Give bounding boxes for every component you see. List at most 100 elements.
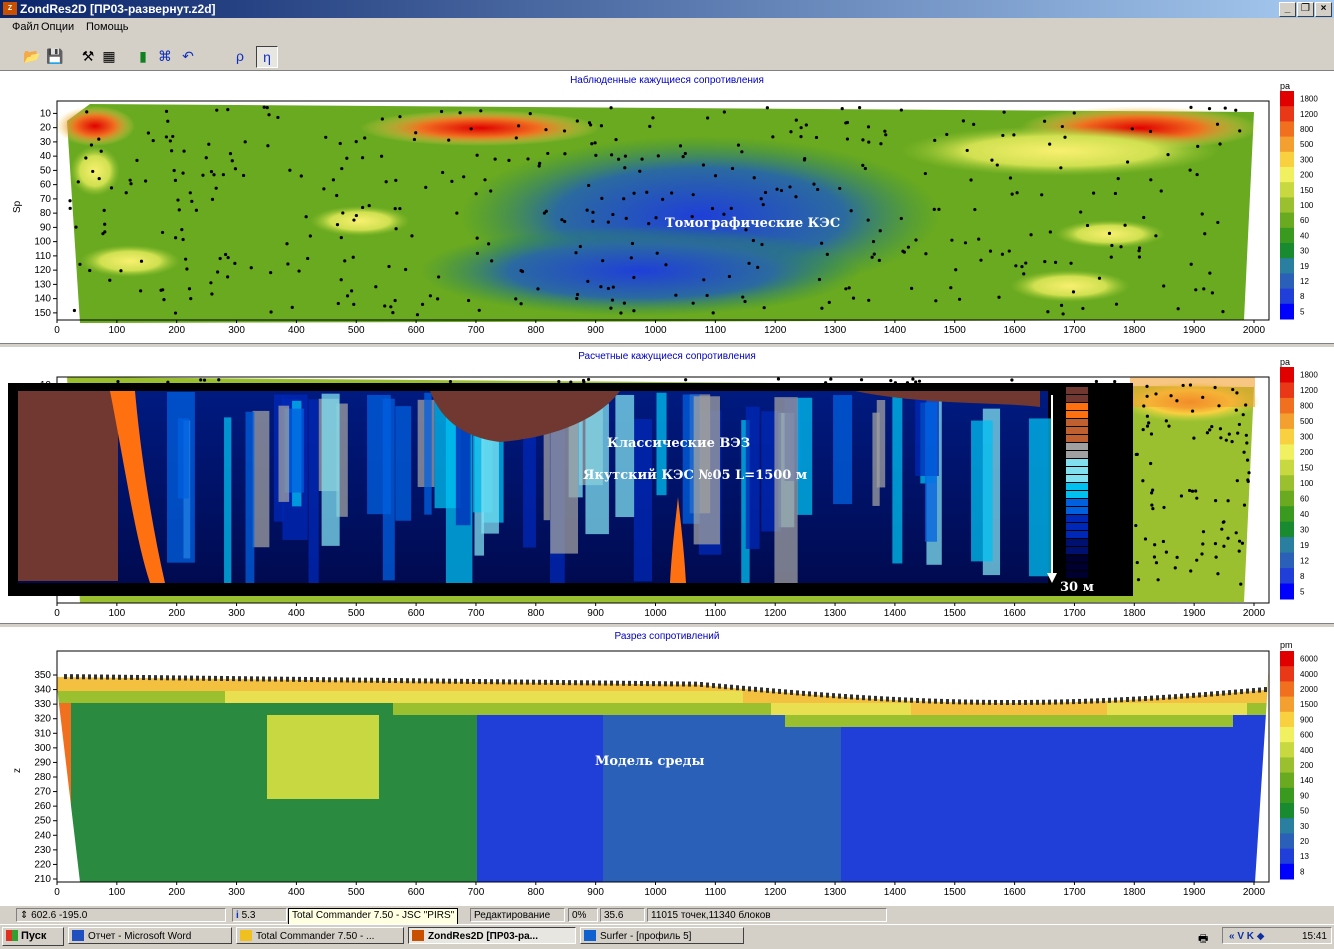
- model-cell: [71, 751, 85, 763]
- tray-icons[interactable]: « V K ◆: [1229, 931, 1265, 942]
- model-cell: [841, 871, 855, 882]
- menu-help[interactable]: Помощь: [86, 21, 129, 33]
- model-cell: [925, 751, 939, 763]
- task-total-commander[interactable]: Total Commander 7.50 - ...: [236, 927, 404, 944]
- model-cell: [883, 739, 897, 751]
- data-point: [840, 107, 844, 111]
- task-zondres[interactable]: ZondRes2D [ПР03-ра...: [408, 927, 576, 944]
- model-cell: [659, 667, 673, 679]
- task-word[interactable]: Отчет - Microsoft Word: [68, 927, 232, 944]
- data-point: [1040, 193, 1044, 197]
- save-icon[interactable]: 💾: [46, 48, 64, 64]
- data-point: [585, 208, 589, 212]
- y-tick-label: 260: [34, 801, 51, 812]
- depth-label: 30 м: [1060, 580, 1094, 595]
- model-cell: [1219, 703, 1233, 715]
- title-bar[interactable]: Z ZondRes2D [ПР03-развернут.z2d] _ ❐ ×: [0, 0, 1334, 18]
- model-cell: [1191, 739, 1205, 751]
- model-cell: [575, 859, 589, 871]
- model-cell: [1093, 811, 1107, 823]
- data-point: [351, 255, 355, 259]
- menu-options[interactable]: Опции: [41, 21, 75, 33]
- model-cell: [967, 859, 981, 871]
- data-point: [569, 380, 573, 384]
- y-tick-label: 270: [34, 787, 51, 798]
- model-cell: [1107, 835, 1121, 847]
- model-cell: [491, 703, 505, 715]
- model-cell: [981, 703, 995, 715]
- data-point: [901, 249, 905, 253]
- calculated-plot[interactable]: 10 0100200300400500600700800900100011001…: [0, 347, 1334, 623]
- data-point: [210, 197, 215, 201]
- model-cell: [729, 871, 743, 882]
- data-point: [1181, 383, 1185, 388]
- model-cell: [715, 811, 729, 823]
- model-cell: [225, 835, 239, 847]
- scale-swatch: [1280, 711, 1294, 728]
- topo-marker: [868, 695, 871, 701]
- tools-icon[interactable]: ⚒: [81, 48, 95, 64]
- printer-icon[interactable]: 🖶: [1198, 933, 1209, 945]
- model-cell: [519, 799, 533, 811]
- data-point: [656, 154, 660, 158]
- topo-marker: [262, 676, 265, 682]
- topo-marker: [754, 686, 757, 692]
- calculator-icon[interactable]: ▮: [139, 48, 147, 64]
- model-cell: [225, 703, 239, 715]
- data-point: [1194, 489, 1198, 493]
- minimize-button[interactable]: _: [1279, 2, 1296, 17]
- close-button[interactable]: ×: [1315, 2, 1332, 17]
- y-tick-label: 50: [40, 165, 52, 176]
- model-cell: [155, 871, 169, 882]
- model-cell: [449, 775, 463, 787]
- data-point: [285, 242, 289, 246]
- data-point: [594, 153, 598, 157]
- data-point: [214, 186, 218, 190]
- invert-icon[interactable]: ⌘: [158, 48, 172, 64]
- table-icon[interactable]: ▦: [102, 48, 116, 64]
- data-point: [736, 143, 741, 147]
- model-plot[interactable]: 3503403303203103002902802702602502402302…: [0, 627, 1334, 906]
- clock: 15:41: [1301, 931, 1327, 942]
- model-cell: [365, 739, 379, 751]
- model-cell: [729, 727, 743, 739]
- model-cell: [407, 727, 421, 739]
- model-cell: [337, 811, 351, 823]
- model-cell: [533, 871, 547, 882]
- scale-label: 50: [1300, 807, 1309, 816]
- model-cell: [687, 727, 701, 739]
- data-point: [76, 180, 80, 184]
- app-icon[interactable]: Z: [3, 2, 17, 15]
- undo-icon[interactable]: ↶: [182, 48, 194, 64]
- task-surfer[interactable]: Surfer - [профиль 5]: [580, 927, 744, 944]
- data-point: [354, 213, 358, 218]
- start-button[interactable]: Пуск: [2, 927, 64, 946]
- menu-file[interactable]: Файл: [12, 21, 40, 33]
- model-cell: [1149, 679, 1163, 691]
- topo-marker: [574, 680, 577, 686]
- model-cell: [491, 691, 505, 703]
- y-tick-label: 110: [35, 251, 51, 262]
- eta-button[interactable]: η: [256, 46, 278, 68]
- model-cell: [617, 751, 631, 763]
- data-point: [1226, 499, 1230, 503]
- model-cell: [617, 667, 631, 679]
- model-cell: [1079, 787, 1093, 799]
- topo-marker: [106, 674, 109, 680]
- rho-button[interactable]: ρ: [236, 48, 244, 64]
- model-cell: [771, 751, 785, 763]
- model-cell: [463, 871, 477, 882]
- model-cell: [953, 787, 967, 799]
- model-cell: [687, 667, 701, 679]
- restore-button[interactable]: ❐: [1297, 2, 1314, 17]
- model-cell: [435, 727, 449, 739]
- ves-streak: [167, 391, 195, 563]
- open-icon[interactable]: 📂: [23, 48, 41, 64]
- model-cell: [183, 751, 197, 763]
- topo-marker: [946, 699, 949, 705]
- topo-marker: [700, 682, 703, 687]
- model-cell: [547, 835, 561, 847]
- data-point: [794, 195, 798, 199]
